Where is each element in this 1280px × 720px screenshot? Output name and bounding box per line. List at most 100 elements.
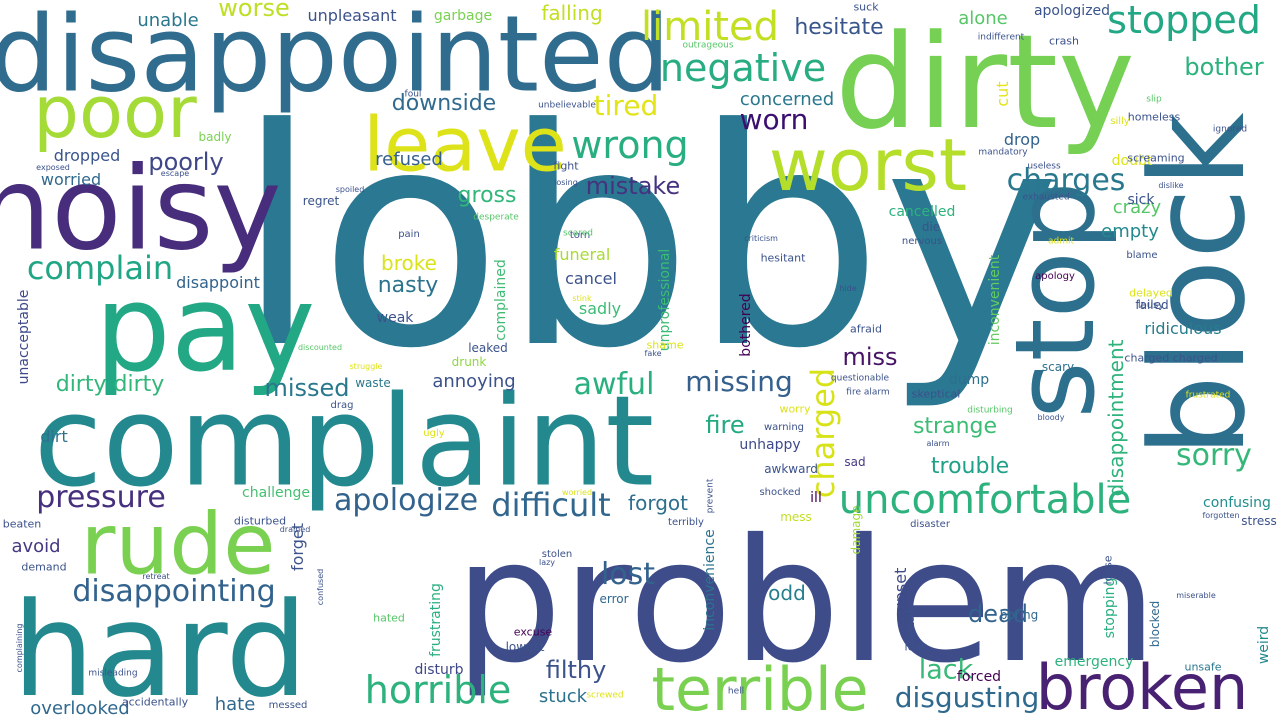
word-dropped: dropped — [53, 146, 121, 165]
word-disturbed: disturbed — [233, 514, 287, 528]
word-ill: ill — [810, 490, 822, 506]
word-broke: broke — [381, 251, 437, 275]
word-dirt: dirt — [40, 427, 68, 446]
word-delayed: delayed — [1129, 286, 1173, 300]
word-afraid: afraid — [850, 322, 882, 336]
word-lack: lack — [918, 654, 974, 686]
word-pain: pain — [398, 229, 420, 240]
word-concerned: concerned — [739, 89, 835, 110]
word-negative: negative — [659, 46, 827, 90]
word-complain: complain — [26, 249, 174, 287]
word-wasted: wasted — [906, 610, 917, 646]
word-bothered: bothered — [738, 293, 754, 357]
word-silly: silly — [1110, 116, 1130, 127]
word-discounted: discounted — [297, 343, 343, 352]
word-strange: strange — [912, 414, 998, 439]
word-garbage: garbage — [433, 8, 493, 24]
word-misleading: misleading — [88, 668, 138, 679]
word-losing: losing — [554, 178, 578, 187]
word-lobby: lobby — [235, 65, 1061, 414]
word-sad: sad — [844, 455, 866, 469]
word-poorly: poorly — [148, 148, 224, 176]
word-unacceptable: unacceptable — [16, 289, 32, 385]
word-spoiled: spoiled — [335, 185, 365, 194]
word-upset: upset — [891, 567, 910, 613]
word-admit: admit — [1047, 236, 1075, 247]
word-tired: tired — [593, 89, 659, 122]
word-forgot: forgot — [628, 491, 688, 515]
word-alarm: alarm — [926, 439, 950, 448]
word-charges: charges — [1006, 163, 1126, 198]
word-cancelled: cancelled — [888, 204, 956, 220]
word-unbelievable: unbelievable — [538, 100, 596, 111]
word-stop: stop — [991, 181, 1119, 419]
word-error: error — [599, 592, 629, 606]
word-confused: confused — [316, 568, 325, 606]
word-wrong: wrong — [571, 123, 689, 167]
word-skeptical: skeptical — [911, 387, 961, 401]
word-stuck: stuck — [538, 686, 588, 707]
word-drag: drag — [330, 400, 354, 411]
word-worn: worn — [739, 103, 809, 136]
word-bloody: bloody — [1037, 413, 1065, 422]
word-leaked: leaked — [468, 341, 508, 355]
word-excuse: excuse — [513, 625, 553, 639]
word-stopped: stopped — [1107, 0, 1261, 42]
word-inconvenience: inconvenience — [702, 529, 718, 631]
word-disappointed: disappointed — [0, 0, 671, 116]
word-desperate: desperate — [473, 212, 519, 223]
word-messed: messed — [268, 700, 308, 711]
word-hide: hide — [839, 284, 857, 293]
word-stopping: stopping — [1102, 577, 1118, 639]
word-nervous: nervous — [901, 236, 943, 247]
word-awkward: awkward — [764, 462, 818, 476]
word-ridiculous: ridiculous — [1144, 319, 1222, 338]
word-hated: hated — [373, 611, 405, 625]
word-hell: hell — [727, 686, 745, 697]
word-lowest: lowest — [505, 640, 545, 654]
word-screaming: screaming — [1127, 151, 1185, 165]
word-worry: worry — [779, 402, 811, 416]
word-empty: empty — [1101, 221, 1159, 242]
word-disappointment: disappointment — [1104, 339, 1128, 497]
word-unprofessional: unprofessional — [657, 248, 673, 352]
word-drop: drop — [1003, 130, 1041, 149]
word-inconvenient: inconvenient — [987, 254, 1003, 346]
word-criticism: criticism — [744, 234, 778, 243]
word-refused: refused — [375, 149, 443, 170]
word-waste: waste — [355, 376, 391, 390]
word-pay: pay — [94, 260, 316, 399]
word-dead: dead — [968, 600, 1028, 628]
word-hesitate: hesitate — [794, 15, 884, 40]
word-questionable: questionable — [830, 373, 890, 384]
word-slip: slip — [1146, 94, 1162, 105]
word-accidentally: accidentally — [121, 695, 189, 709]
word-dirty-dirty: dirty dirty — [55, 372, 165, 397]
word-useless: useless — [1027, 161, 1061, 172]
word-ignored: ignored — [1212, 124, 1248, 135]
word-terrible: terrible — [651, 655, 869, 720]
word-dislike: dislike — [1158, 181, 1184, 190]
word-loose: loose — [1101, 555, 1115, 585]
word-damage: damage — [849, 505, 863, 555]
word-gross: gross — [457, 183, 517, 208]
word-badly: badly — [198, 130, 232, 144]
word-apologize: apologize — [333, 483, 479, 518]
word-filthy: filthy — [545, 656, 607, 684]
word-poor: poor — [33, 70, 197, 154]
word-annoying: annoying — [432, 371, 516, 392]
word-worse: worse — [218, 0, 290, 22]
word-foul: foul — [404, 89, 422, 100]
word-mess: mess — [780, 510, 812, 524]
word-indifferent: indifferent — [977, 32, 1025, 43]
word-die: die — [921, 220, 941, 234]
word-worried: worried — [40, 170, 102, 189]
word-odd: odd — [768, 581, 806, 605]
word-shocked: shocked — [759, 487, 801, 498]
word-hate: hate — [214, 694, 256, 715]
word-avoid: avoid — [11, 536, 61, 557]
word-scared: scared — [563, 228, 593, 239]
word-hard: hard — [12, 574, 308, 720]
word-forgotten: forgotten — [1202, 511, 1240, 520]
word-regret: regret — [302, 194, 340, 208]
